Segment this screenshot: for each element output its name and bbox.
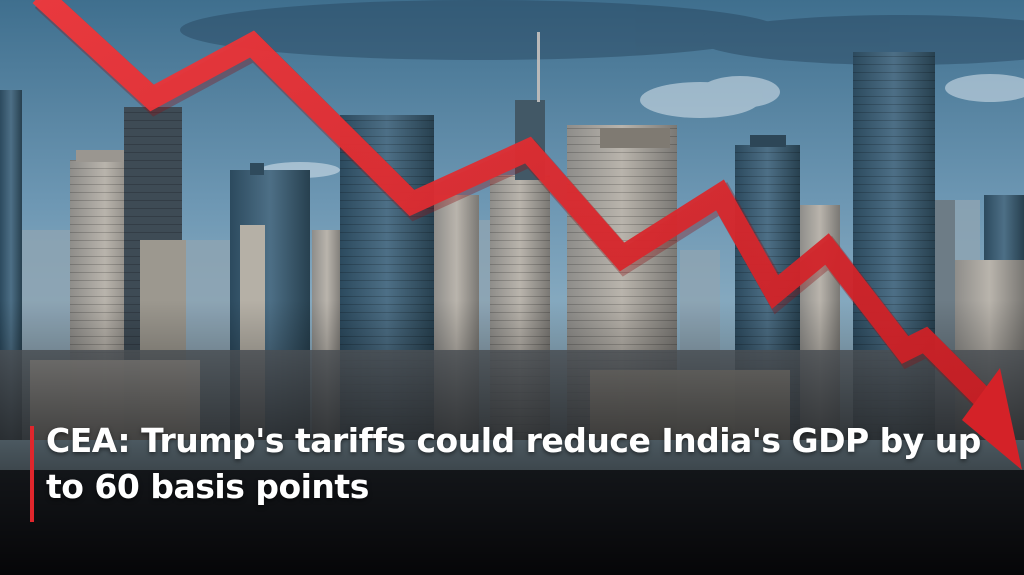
downtrend-arrow-icon <box>32 0 1022 470</box>
headline-block: CEA: Trump's tariffs could reduce India'… <box>30 418 984 528</box>
headline-accent-bar <box>30 426 34 522</box>
headline-text: CEA: Trump's tariffs could reduce India'… <box>46 421 981 506</box>
